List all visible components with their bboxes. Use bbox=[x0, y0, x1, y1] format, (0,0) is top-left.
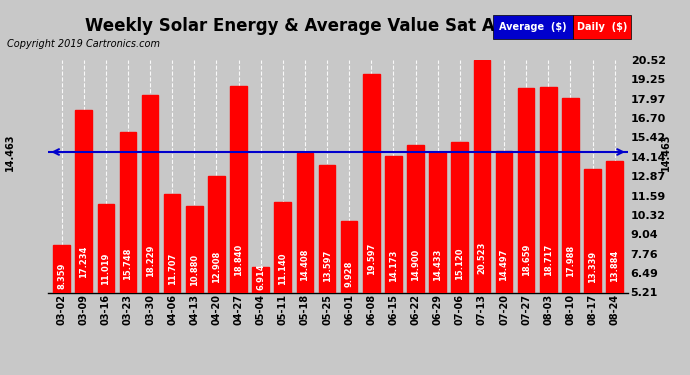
Bar bbox=[562, 99, 579, 292]
Bar bbox=[495, 152, 512, 292]
Bar bbox=[275, 202, 291, 292]
Bar bbox=[407, 146, 424, 292]
Text: 13.884: 13.884 bbox=[610, 250, 619, 282]
Text: Copyright 2019 Cartronics.com: Copyright 2019 Cartronics.com bbox=[7, 39, 160, 50]
Text: 13.339: 13.339 bbox=[588, 251, 597, 283]
Text: 15.120: 15.120 bbox=[455, 248, 464, 280]
Bar bbox=[97, 204, 114, 292]
Bar bbox=[540, 87, 557, 292]
Bar bbox=[518, 88, 535, 292]
Bar bbox=[208, 176, 225, 292]
Text: 14.173: 14.173 bbox=[389, 249, 398, 282]
Text: 8.359: 8.359 bbox=[57, 262, 66, 289]
Text: 18.659: 18.659 bbox=[522, 244, 531, 276]
Text: 10.880: 10.880 bbox=[190, 254, 199, 286]
Text: 12.908: 12.908 bbox=[212, 251, 221, 283]
Bar bbox=[584, 169, 601, 292]
Bar bbox=[607, 161, 623, 292]
Text: 14.900: 14.900 bbox=[411, 249, 420, 281]
Text: 11.707: 11.707 bbox=[168, 252, 177, 285]
Bar bbox=[473, 60, 490, 292]
Text: 18.717: 18.717 bbox=[544, 244, 553, 276]
Bar bbox=[253, 267, 269, 292]
Bar bbox=[230, 86, 247, 292]
Text: 11.140: 11.140 bbox=[278, 253, 287, 285]
Text: 14.497: 14.497 bbox=[500, 249, 509, 281]
Text: 9.928: 9.928 bbox=[345, 260, 354, 287]
Bar bbox=[341, 221, 357, 292]
Text: Weekly Solar Energy & Average Value Sat Aug 31 19:17: Weekly Solar Energy & Average Value Sat … bbox=[85, 17, 605, 35]
Bar bbox=[53, 244, 70, 292]
Bar bbox=[186, 206, 203, 292]
Text: 17.234: 17.234 bbox=[79, 246, 88, 278]
Text: Average  ($): Average ($) bbox=[499, 22, 567, 32]
Text: Daily  ($): Daily ($) bbox=[577, 22, 627, 32]
Bar bbox=[451, 142, 468, 292]
Text: 13.597: 13.597 bbox=[322, 250, 331, 282]
Text: 15.748: 15.748 bbox=[124, 248, 132, 280]
Text: 20.523: 20.523 bbox=[477, 242, 486, 274]
Bar bbox=[319, 165, 335, 292]
Text: 14.433: 14.433 bbox=[433, 249, 442, 281]
Text: 11.019: 11.019 bbox=[101, 253, 110, 285]
Bar bbox=[429, 153, 446, 292]
Bar bbox=[385, 156, 402, 292]
Bar bbox=[363, 74, 380, 292]
Bar bbox=[75, 110, 92, 292]
Bar bbox=[119, 132, 136, 292]
Text: 14.463: 14.463 bbox=[6, 133, 15, 171]
Text: 18.840: 18.840 bbox=[234, 244, 243, 276]
Text: 14.408: 14.408 bbox=[300, 249, 309, 281]
Text: 19.597: 19.597 bbox=[367, 243, 376, 275]
Bar bbox=[141, 95, 159, 292]
Bar bbox=[164, 194, 181, 292]
Bar bbox=[297, 153, 313, 292]
Text: 17.988: 17.988 bbox=[566, 245, 575, 277]
Text: 14.463: 14.463 bbox=[661, 133, 671, 171]
Text: 6.914: 6.914 bbox=[256, 264, 265, 290]
Text: 18.229: 18.229 bbox=[146, 244, 155, 277]
